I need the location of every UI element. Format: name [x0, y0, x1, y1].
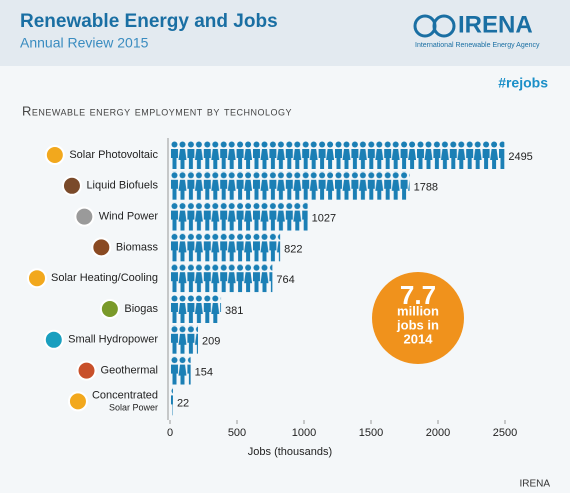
- bar: [170, 325, 199, 354]
- value-label: 2495: [508, 151, 532, 163]
- category-icon: [26, 268, 47, 289]
- category-icon: [91, 237, 112, 258]
- category-label: Wind Power: [99, 211, 159, 223]
- logo-caption: International Renewable Energy Agency: [415, 42, 540, 49]
- header-band: [0, 0, 570, 66]
- chart-title: Renewable energy employment by technolog…: [22, 103, 292, 118]
- category-icon: [99, 299, 120, 319]
- value-label: 1027: [312, 213, 336, 225]
- title: Renewable Energy and Jobs: [20, 11, 278, 32]
- subtitle: Annual Review 2015: [20, 35, 149, 51]
- badge-circle: [372, 272, 464, 364]
- x-tick-label: 2000: [426, 427, 450, 439]
- bar: [170, 295, 222, 323]
- value-label: 154: [195, 367, 213, 379]
- bar: [170, 264, 273, 293]
- value-label: 822: [284, 243, 302, 255]
- x-tick-label: 1500: [359, 427, 383, 439]
- value-label: 381: [225, 305, 243, 317]
- x-tick-label: 0: [167, 427, 173, 439]
- category-label: Solar Photovoltaic: [69, 149, 158, 161]
- value-label: 1788: [414, 182, 438, 194]
- x-tick-label: 2500: [493, 427, 517, 439]
- bar: [170, 233, 281, 262]
- source: IRENA: [519, 479, 550, 490]
- category-icon: [74, 206, 95, 227]
- category-icon: [44, 145, 65, 165]
- category-label: Geothermal: [101, 365, 158, 377]
- x-tick-label: 500: [228, 427, 246, 439]
- category-icon: [43, 329, 64, 350]
- category-label: Biomass: [116, 241, 159, 253]
- badge-text: jobs in: [396, 317, 439, 332]
- hashtag: #rejobs: [498, 75, 548, 91]
- badge-text: 7.7: [400, 280, 436, 310]
- bar: [170, 202, 308, 231]
- badge-text: 2014: [404, 331, 434, 346]
- bar: [170, 171, 410, 200]
- bar: [170, 141, 505, 169]
- bar: [170, 356, 191, 385]
- badge-text: million: [397, 303, 439, 318]
- category-icon: [67, 391, 88, 412]
- category-icon: [76, 360, 97, 381]
- bar: [170, 387, 173, 416]
- category-label: Biogas: [124, 303, 158, 315]
- value-label: 22: [177, 397, 189, 409]
- category-icon: [61, 175, 82, 196]
- x-axis-label: Jobs (thousands): [248, 446, 332, 458]
- value-label: 764: [276, 274, 294, 286]
- category-label: Solar Heating/Cooling: [51, 272, 158, 284]
- x-tick-label: 1000: [292, 427, 316, 439]
- logo-globe: [413, 14, 456, 38]
- category-label: Concentrated Solar Power: [92, 389, 158, 412]
- category-label: Small Hydropower: [68, 334, 158, 346]
- category-label: Liquid Biofuels: [86, 180, 158, 192]
- logo: IRENA: [458, 11, 533, 38]
- value-label: 209: [202, 336, 220, 348]
